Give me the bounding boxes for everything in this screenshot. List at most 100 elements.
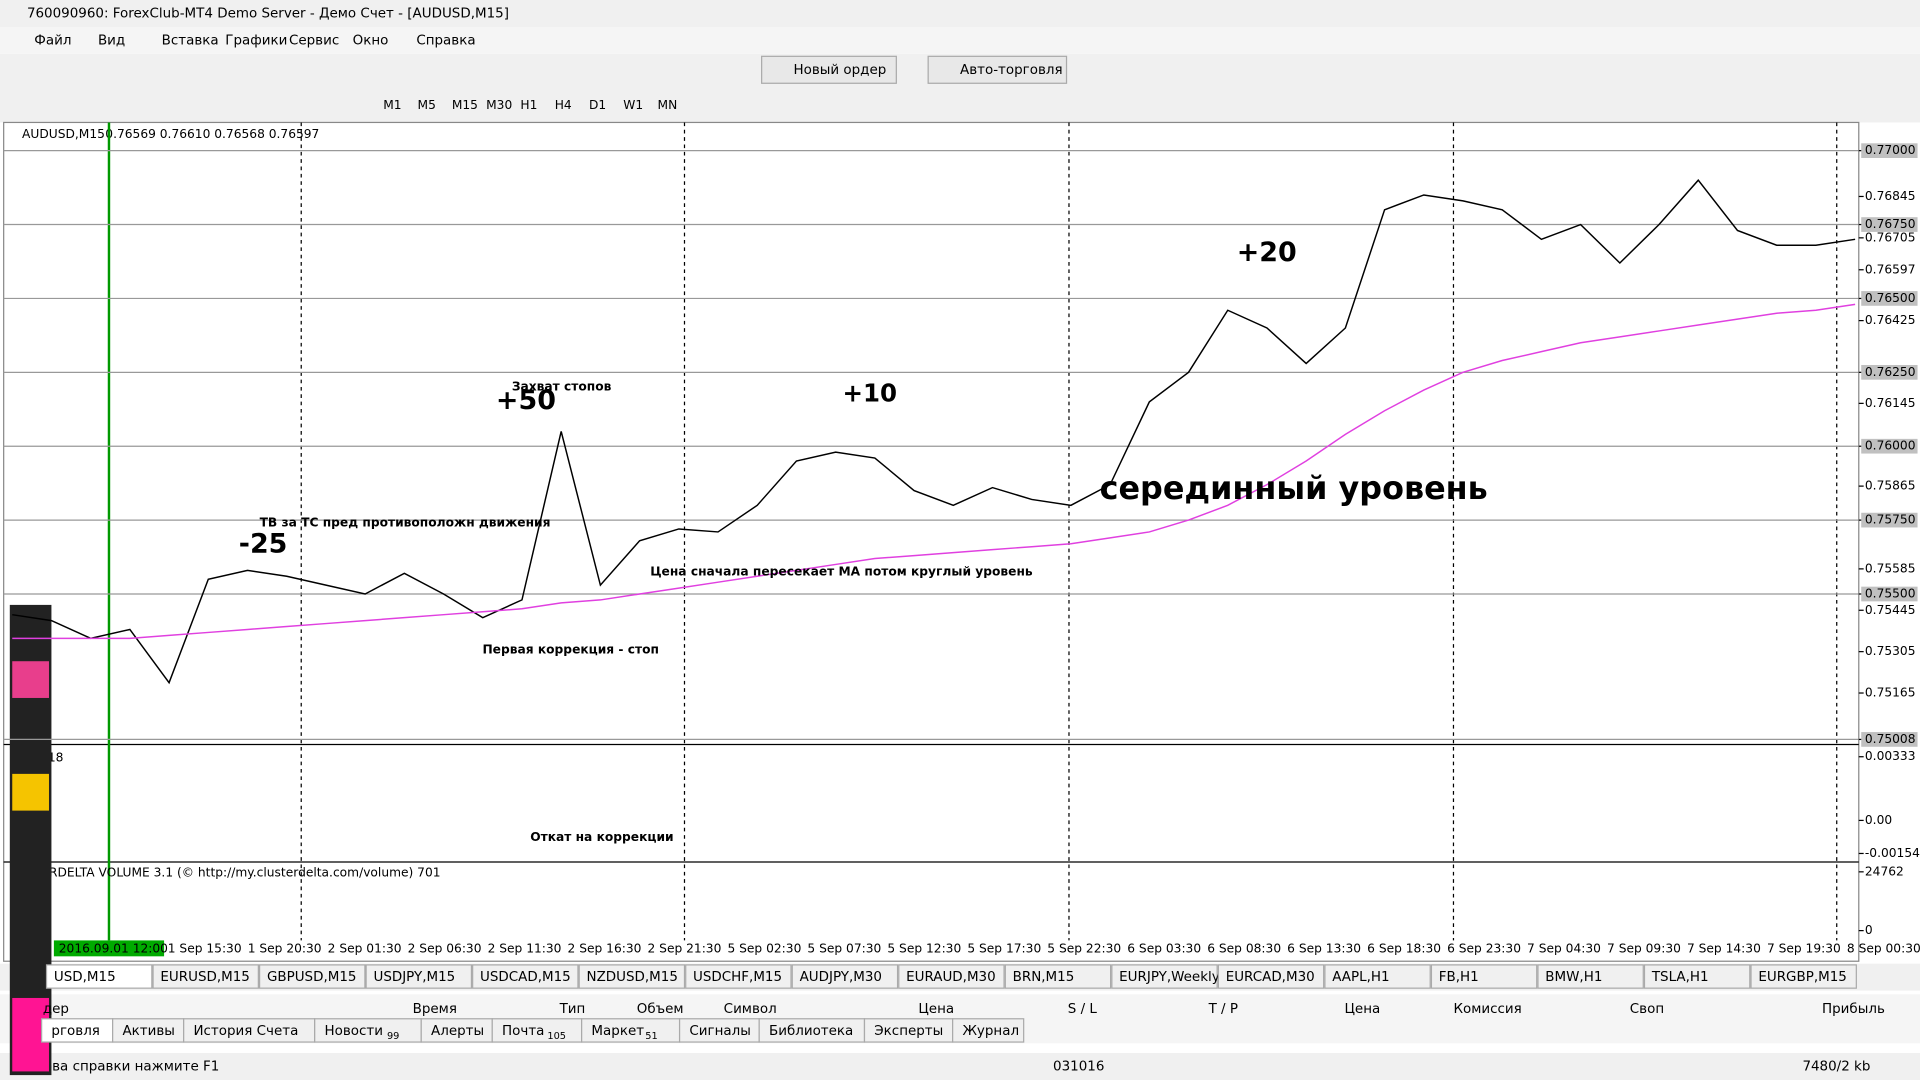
symbol-tab[interactable] [578,964,686,989]
timeframe-button[interactable]: H4 [555,98,572,112]
moving-average [12,303,1856,640]
symbol-tab-label: USD,M15 [54,970,116,985]
menu-item[interactable]: Окно [353,33,389,48]
symbol-tab[interactable] [1111,964,1218,989]
timeframe-button[interactable]: MN [658,98,678,112]
symbol-tab-label: NZDUSD,M15 [587,970,678,985]
annotation: +10 [842,378,897,407]
annotation: Откат на коррекции [530,830,673,844]
symbol-tab[interactable] [685,964,792,989]
status-profile: 031016 [1053,1060,1104,1075]
new-order-label: Новый ордер [793,63,886,78]
y-tick-label: 0.76250 [1865,365,1916,379]
column-header: Символ [724,1002,777,1017]
symbol-tab-label: AUDJPY,M30 [800,970,882,985]
symbol-tab[interactable] [1430,964,1538,989]
menu-item[interactable]: Вид [98,33,125,48]
symbol-tab[interactable] [1004,964,1112,989]
osc-tick-label: 0.00 [1865,813,1892,827]
column-header: Объем [637,1001,684,1017]
tool-eye[interactable] [12,661,49,698]
x-tick-label: 5 Sep 22:30 [1047,941,1121,955]
symbol-tab[interactable] [1217,964,1325,989]
y-tick-label: 0.76500 [1865,291,1916,305]
level-label-box [1861,291,1918,306]
column-header: Цена [918,1002,954,1017]
x-tick-label: 7 Sep 19:30 [1767,941,1841,955]
symbol-tab[interactable] [45,964,153,989]
symbol-tab-label: EURJPY,Weekly [1119,970,1220,985]
menu-item[interactable]: Сервис [289,33,339,48]
menu-item[interactable]: Файл [34,33,71,48]
symbol-tab-label: EURAUD,M30 [906,970,996,985]
terminal-tab-label: рговля [51,1024,99,1039]
terminal-tab-label: Журнал [962,1024,1019,1039]
x-tick-label: 6 Sep 03:30 [1127,941,1201,955]
symbol-tab[interactable] [365,964,473,989]
x-tick-label: 6 Sep 08:30 [1207,941,1281,955]
y-tick-label: 0.76845 [1865,189,1916,203]
timeframe-button[interactable]: D1 [589,98,606,112]
x-tick-label: 8 Sep 00:30 [1847,941,1920,955]
new-order-button[interactable] [761,55,897,84]
level-label-box [1861,217,1918,232]
auto-trading-button[interactable] [927,55,1068,84]
tab-badge: 51 [645,1031,657,1042]
menu-item[interactable]: Справка [416,33,475,48]
menu-item[interactable]: Вставка [162,33,219,48]
menu-bar [0,26,1920,54]
x-tick-label: 2 Sep 06:30 [408,941,482,955]
osc-tick-label: -0.00154 [1865,846,1920,860]
timeframe-button[interactable]: M15 [452,98,478,112]
symbol-tab-label: USDJPY,M15 [373,970,455,985]
status-help: зова справки нажмите F1 [37,1060,220,1075]
column-header: Цена [1344,1002,1380,1017]
terminal-tab-label: Новости [324,1024,382,1039]
x-tick-label: 6 Sep 23:30 [1447,941,1521,955]
annotation: -25 [239,528,288,559]
x-cursor-label: 2016.09.01 12:00 [59,941,168,955]
y-tick-label: 0.77000 [1865,143,1916,157]
tool-marker[interactable] [12,773,49,811]
timeframe-button[interactable]: M5 [418,98,436,112]
symbol-tab[interactable] [791,964,899,989]
timeframe-button[interactable]: W1 [623,98,643,112]
annotation: ТВ за ТС пред противоположн движения [260,515,551,529]
symbol-tab[interactable] [1537,964,1644,989]
x-tick-label: 6 Sep 18:30 [1367,941,1441,955]
x-tick-label: 7 Sep 04:30 [1527,941,1601,955]
terminal-tab-label: Маркет [591,1024,644,1039]
symbol-tab[interactable] [1750,964,1857,989]
level-label-box [1861,586,1918,602]
status-traffic: 7480/2 kb [1802,1060,1870,1075]
annotation: +50 [496,385,556,416]
symbol-tab[interactable] [898,964,1005,989]
timeframe-button[interactable]: M30 [486,98,512,112]
symbol-tab[interactable] [1643,964,1751,989]
x-tick-label: 2 Sep 01:30 [328,941,402,955]
annotation: Первая коррекция - стоп [482,643,659,657]
column-header: S / L [1068,1002,1098,1017]
symbol-tab[interactable] [152,964,259,989]
level-label-box [1861,438,1918,454]
x-tick-label: 1 Sep 20:30 [248,941,322,955]
timeframe-button[interactable]: M1 [383,98,401,112]
column-header: Своп [1630,1002,1664,1017]
y-tick-label: 0.75165 [1865,686,1916,700]
tab-badge: 99 [387,1031,399,1042]
symbol-tab[interactable] [1324,964,1431,989]
tab-badge: 105 [547,1031,566,1042]
symbol-tab[interactable] [472,964,579,989]
x-tick-label: 7 Sep 09:30 [1607,941,1681,955]
y-tick-label: 0.75008 [1865,732,1916,746]
x-tick-label: 6 Sep 13:30 [1287,941,1361,955]
symbol-tab[interactable] [258,964,366,989]
level-label-box [1861,512,1918,528]
x-tick-label: 5 Sep 07:30 [807,941,881,955]
menu-item[interactable]: Графики [225,33,287,48]
symbol-tab-label: EURGBP,M15 [1758,970,1846,985]
timeframe-button[interactable]: H1 [520,98,537,112]
terminal-tab[interactable] [952,1018,1025,1043]
